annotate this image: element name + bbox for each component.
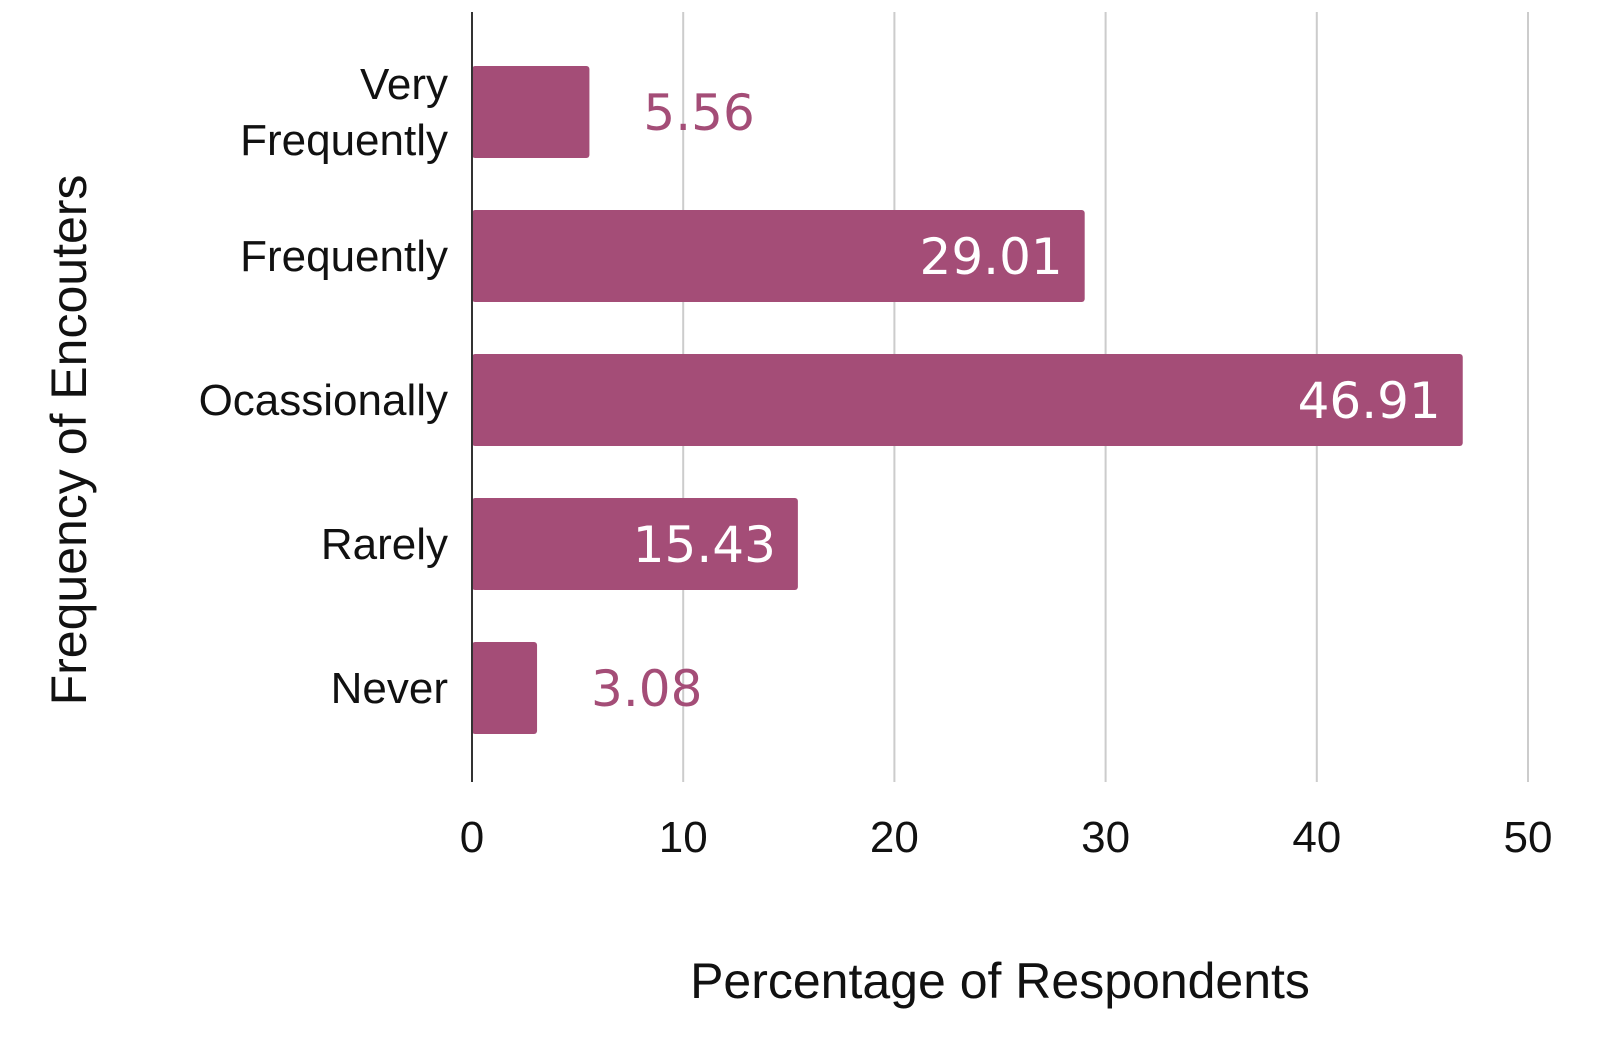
bar [472,66,590,158]
data-label: 29.01 [920,228,1063,286]
x-tick-label: 20 [870,813,919,862]
x-tick-label: 50 [1504,813,1553,862]
data-labels: 5.56 29.01 46.91 15.43 3.08 [591,84,1441,718]
data-label: 5.56 [643,84,754,142]
category-label: Ocassionally [199,376,448,425]
x-tick-labels: 0 10 20 30 40 50 [460,813,1553,862]
data-label: 46.91 [1298,372,1441,430]
category-label: Very Frequently [240,60,448,165]
category-label: Never [331,664,448,713]
x-axis-title: Percentage of Respondents [690,953,1310,1009]
bar [472,354,1463,446]
category-label: Frequently [240,232,448,281]
bar [472,210,1085,302]
bars [472,66,1463,734]
data-label: 15.43 [633,516,776,574]
bar [472,498,798,590]
bar [472,642,538,734]
x-tick-label: 30 [1081,813,1130,862]
data-label: 3.08 [591,660,702,718]
x-tick-label: 10 [659,813,708,862]
x-tick-label: 0 [460,813,484,862]
category-label: Rarely [321,520,448,569]
x-tick-label: 40 [1292,813,1341,862]
y-axis-title: Frequency of Encouters [41,175,97,706]
category-labels: Very Frequently Frequently Ocassionally Rare… [199,60,448,713]
